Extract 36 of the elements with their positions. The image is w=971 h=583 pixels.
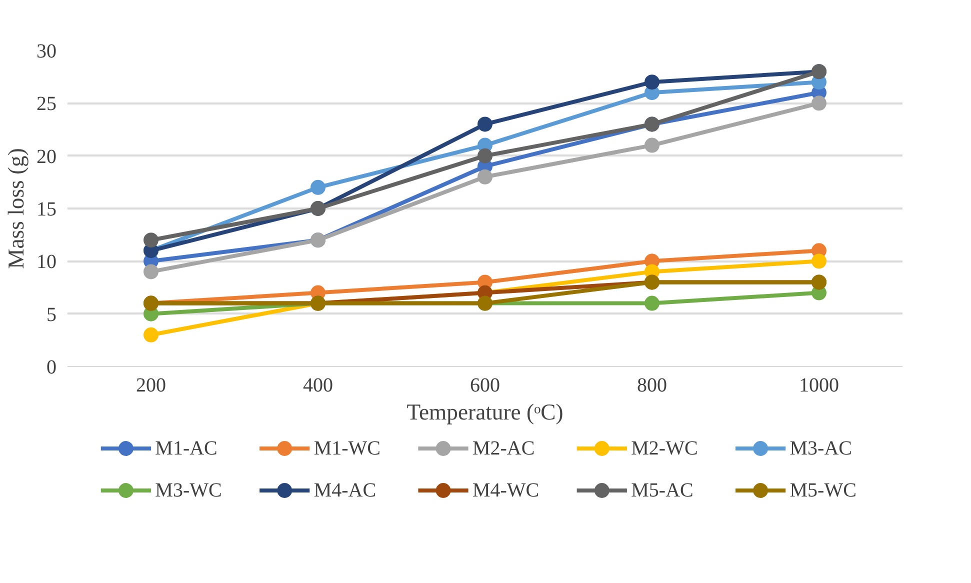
point	[310, 180, 326, 195]
legend-label: M1-WC	[314, 438, 380, 460]
y-axis-title: Mass loss (g)	[4, 148, 28, 269]
y-tick-label: 0	[46, 356, 56, 378]
point	[478, 116, 492, 132]
x-tick-label: 600	[470, 374, 500, 396]
legend-label: M4-WC	[472, 480, 540, 502]
point	[812, 254, 826, 269]
x-tick-label: 1000	[799, 374, 839, 396]
y-tick-label: 25	[36, 93, 56, 116]
y-tick-label: 20	[36, 146, 56, 168]
x-tick-label: 200	[136, 374, 166, 396]
point	[144, 264, 158, 280]
point	[644, 74, 660, 90]
legend-label: M3-WC	[155, 480, 222, 502]
y-tick-label: 30	[36, 40, 56, 62]
point	[644, 138, 660, 153]
legend-label: M5-WC	[790, 480, 856, 502]
point	[644, 296, 660, 311]
y-tick-label: 10	[36, 251, 56, 274]
point	[144, 327, 158, 342]
x-tick-label: 400	[303, 374, 333, 396]
legend-label: M4-AC	[314, 480, 376, 502]
x-tick-label: 800	[637, 374, 667, 396]
point	[144, 232, 158, 248]
legend-label: M2-WC	[631, 438, 698, 460]
point	[478, 169, 492, 184]
point	[812, 96, 826, 111]
legend-label: M2-AC	[472, 438, 535, 460]
y-tick-label: 5	[46, 304, 56, 326]
legend-label: M1-AC	[155, 438, 218, 460]
y-tick-label: 15	[36, 198, 56, 220]
legend-label: M5-AC	[631, 480, 694, 502]
x-axis-title: Temperature (ᵒC)	[406, 400, 564, 424]
point	[478, 148, 492, 164]
legend-label: M3-AC	[790, 438, 852, 460]
